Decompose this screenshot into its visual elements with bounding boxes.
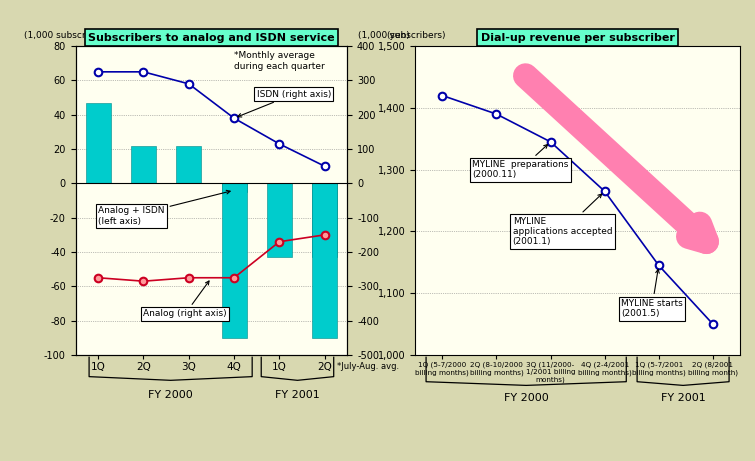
Text: (1,000 subscribers): (1,000 subscribers): [24, 31, 111, 40]
Point: [137, 68, 149, 76]
Point: [228, 114, 240, 122]
Text: MYLINE starts
(2001.5): MYLINE starts (2001.5): [621, 269, 683, 319]
Text: ISDN (right axis): ISDN (right axis): [238, 89, 331, 117]
Text: *Monthly average
during each quarter: *Monthly average during each quarter: [234, 51, 325, 71]
Text: *July-Aug. avg.: *July-Aug. avg.: [337, 362, 399, 371]
Point: [707, 320, 719, 328]
Bar: [312, 183, 337, 257]
Point: [544, 138, 556, 146]
Text: (yen): (yen): [386, 31, 410, 40]
Text: Analog + ISDN
(left axis): Analog + ISDN (left axis): [98, 190, 230, 226]
Bar: [176, 146, 201, 183]
Point: [92, 274, 104, 281]
Point: [183, 80, 195, 88]
Point: [92, 68, 104, 76]
Text: FY 2000: FY 2000: [148, 390, 193, 400]
Point: [436, 92, 448, 99]
Point: [319, 231, 331, 238]
Text: Analog (right axis): Analog (right axis): [143, 281, 227, 318]
Text: FY 2001: FY 2001: [661, 393, 705, 403]
Text: MYLINE  preparations
(2000.11): MYLINE preparations (2000.11): [472, 145, 569, 179]
Bar: [85, 103, 110, 183]
Title: Dial-up revenue per subscriber: Dial-up revenue per subscriber: [481, 33, 674, 42]
Bar: [267, 183, 291, 257]
Point: [652, 262, 664, 269]
Point: [273, 140, 285, 148]
Point: [273, 238, 285, 245]
Point: [137, 278, 149, 285]
Text: FY 2000: FY 2000: [504, 393, 549, 403]
Point: [599, 188, 611, 195]
Bar: [222, 183, 246, 338]
Point: [228, 274, 240, 281]
Bar: [312, 183, 337, 338]
Text: FY 2001: FY 2001: [275, 390, 320, 400]
Title: Subscribers to analog and ISDN service: Subscribers to analog and ISDN service: [88, 33, 334, 42]
Bar: [131, 146, 156, 183]
Bar: [222, 183, 246, 192]
Text: (1,000 subscribers): (1,000 subscribers): [358, 31, 445, 40]
Point: [319, 163, 331, 170]
Point: [491, 110, 503, 118]
Point: [183, 274, 195, 281]
Text: MYLINE
applications accepted
(2001.1): MYLINE applications accepted (2001.1): [513, 194, 612, 246]
